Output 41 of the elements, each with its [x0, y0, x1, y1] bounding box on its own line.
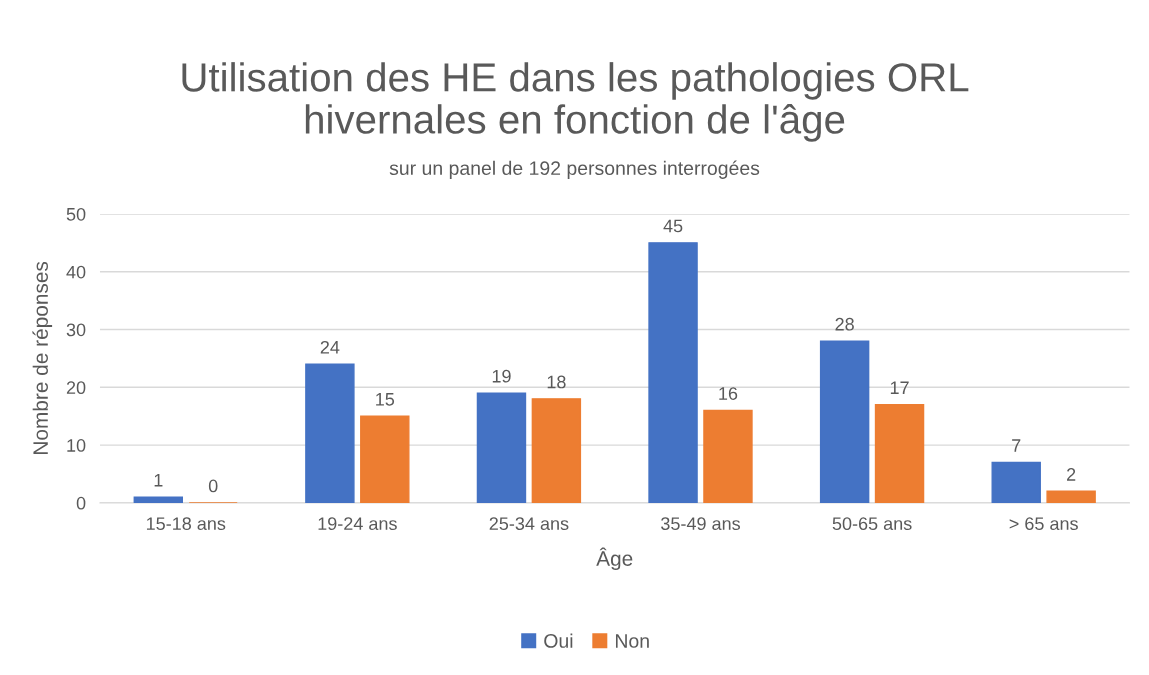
bar [874, 403, 925, 503]
x-tick-label: 25-34 ans [489, 517, 569, 531]
y-tick-label: 0 [76, 496, 86, 510]
bar [476, 392, 527, 503]
y-tick-label: 40 [66, 265, 86, 279]
chart-subtitle: sur un panel de 192 personnes interrogées [389, 160, 760, 179]
data-label: 1 [154, 473, 163, 487]
bar [531, 398, 582, 503]
data-label: 16 [719, 387, 738, 400]
y-axis-title: Nombre de réponses [32, 261, 53, 454]
x-tick-label: 15-18 ans [146, 517, 226, 531]
chart-title: Utilisation des HE dans les pathologies ORL hivernales en fonction de l'âge [182, 62, 969, 142]
x-tick-label: 50-65 ans [832, 517, 912, 531]
data-label: 24 [320, 340, 340, 354]
bar [991, 461, 1041, 503]
bar [360, 415, 410, 503]
legend-label: Oui [544, 633, 573, 648]
x-axis-title: Âge [596, 547, 633, 571]
data-label: 19 [492, 369, 511, 383]
data-label: 18 [547, 375, 566, 389]
bar [133, 496, 184, 503]
x-tick-label: 35-49 ans [661, 517, 741, 531]
y-tick-label: 10 [67, 439, 86, 452]
x-tick-label: 19-24 ans [318, 517, 397, 531]
data-label: 2 [1067, 468, 1076, 481]
bar [1046, 490, 1096, 503]
y-tick-label: 20 [66, 381, 86, 395]
y-tick-label: 50 [66, 207, 86, 221]
legend-label: Non [615, 634, 649, 648]
bar [819, 340, 870, 503]
data-label: 28 [835, 317, 854, 331]
data-label: 15 [376, 393, 395, 406]
data-label: 0 [208, 479, 218, 493]
x-tick-label: > 65 ans [1009, 517, 1078, 531]
y-tick-label: 30 [66, 323, 86, 337]
data-label: 7 [1012, 439, 1021, 452]
bar [648, 242, 698, 503]
bar [305, 363, 355, 503]
data-label: 45 [663, 219, 683, 233]
bar [703, 409, 753, 503]
data-label: 17 [890, 381, 909, 394]
